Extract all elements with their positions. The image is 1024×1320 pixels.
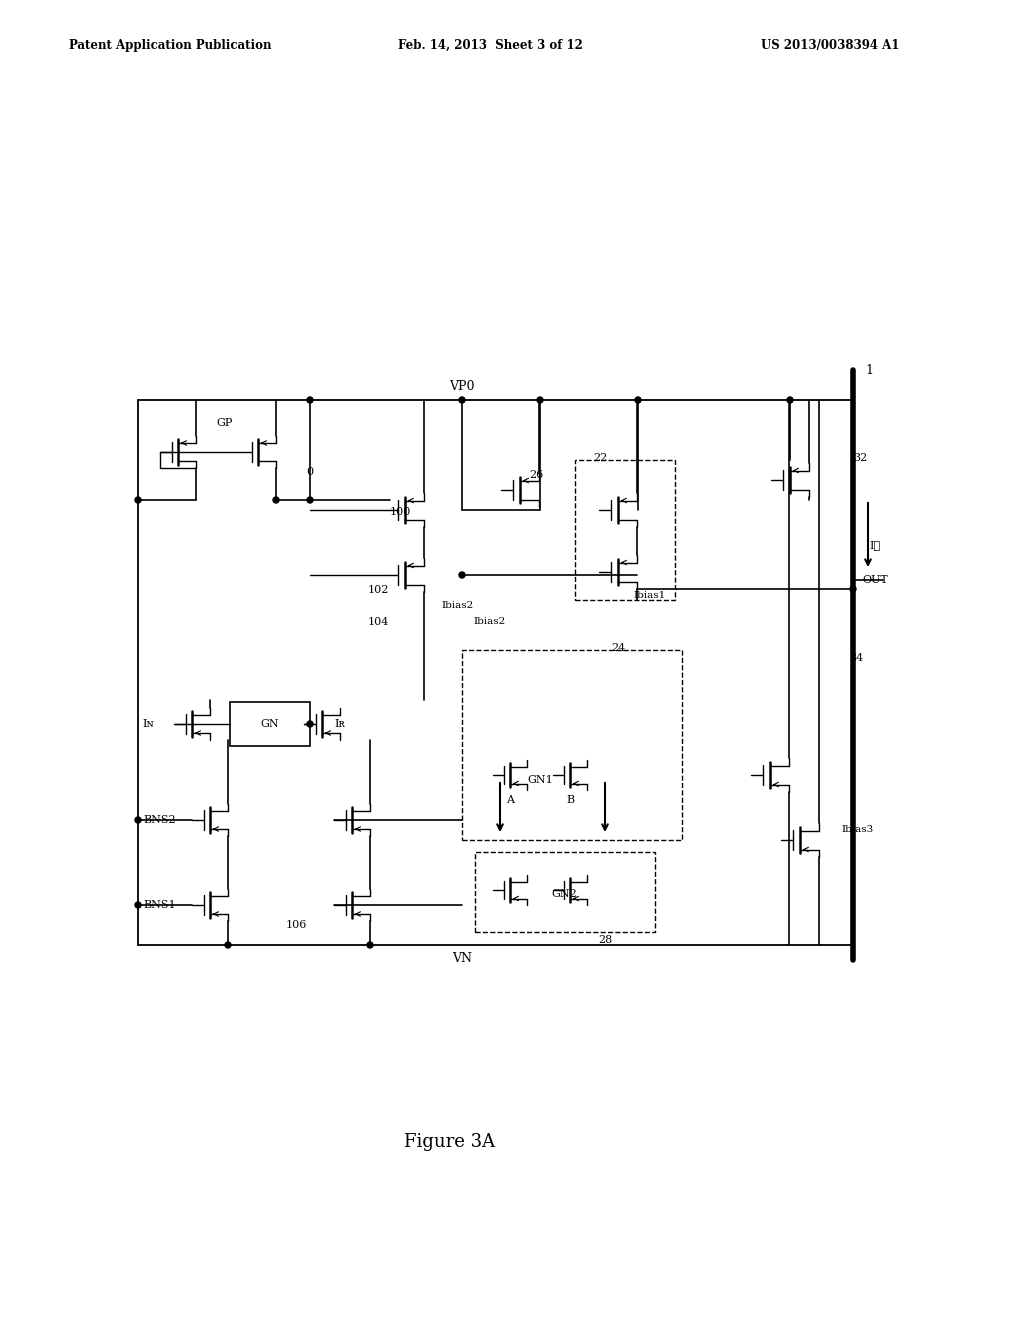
Text: B: B [566,795,574,805]
Circle shape [225,942,231,948]
Text: 1: 1 [865,363,873,376]
Circle shape [307,498,313,503]
Circle shape [307,397,313,403]
Text: Iɴ: Iɴ [142,719,154,729]
Bar [230,702,310,746]
Text: BNS1: BNS1 [143,900,176,909]
Text: I഍: I഍ [869,540,881,550]
Circle shape [850,586,856,591]
Circle shape [635,397,641,403]
Text: OUT: OUT [862,576,888,585]
Bar [462,649,682,840]
Circle shape [135,498,141,503]
Bar [475,851,655,932]
Circle shape [459,397,465,403]
Text: A: A [506,795,514,805]
Text: 102: 102 [368,585,389,595]
Text: Figure 3A: Figure 3A [404,1133,496,1151]
Text: Ibias1: Ibias1 [634,591,667,601]
Circle shape [135,817,141,822]
Text: Feb. 14, 2013  Sheet 3 of 12: Feb. 14, 2013 Sheet 3 of 12 [397,38,583,51]
Circle shape [367,942,373,948]
Circle shape [787,397,793,403]
Text: 106: 106 [286,920,306,931]
Text: 26: 26 [528,470,543,480]
Text: US 2013/0038394 A1: US 2013/0038394 A1 [761,38,899,51]
Text: GN: GN [261,719,280,729]
Circle shape [273,498,279,503]
Circle shape [307,721,313,727]
Text: 104: 104 [368,616,389,627]
Text: VP0: VP0 [450,380,475,393]
Text: Patent Application Publication: Patent Application Publication [69,38,271,51]
Text: GP: GP [217,418,233,428]
Text: Ibias2: Ibias2 [442,601,474,610]
Text: GN2: GN2 [551,888,577,899]
Circle shape [459,572,465,578]
Text: GN1: GN1 [527,775,553,785]
Text: 24: 24 [611,643,625,653]
Text: VN: VN [452,952,472,965]
Text: Ibias2: Ibias2 [474,618,506,627]
Circle shape [135,902,141,908]
Text: 100: 100 [390,507,412,517]
Bar [575,459,675,601]
Text: 0: 0 [306,467,313,477]
Text: Iʀ: Iʀ [335,719,345,729]
Text: 32: 32 [853,453,867,463]
Text: 28: 28 [598,935,612,945]
Text: BNS2: BNS2 [143,814,176,825]
Text: 34: 34 [849,653,863,663]
Circle shape [537,397,543,403]
Text: Ibias3: Ibias3 [842,825,874,834]
Text: 22: 22 [593,453,607,463]
